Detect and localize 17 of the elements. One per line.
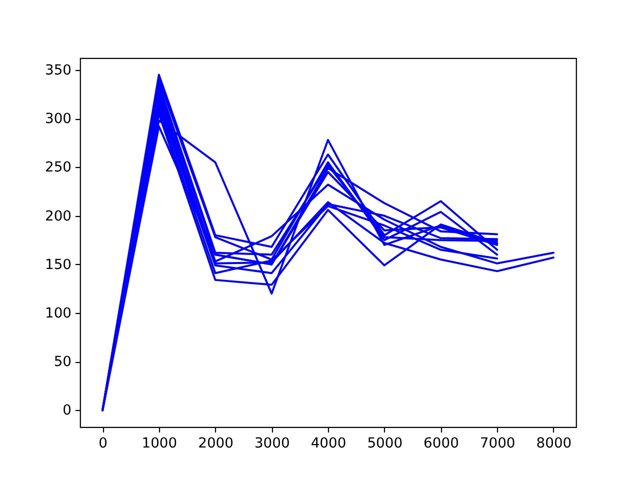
x-tick-label: 5000 — [367, 436, 403, 452]
y-tick-label: 300 — [44, 111, 72, 128]
y-tick-label: 50 — [54, 354, 72, 370]
x-tick-label: 8000 — [536, 436, 572, 452]
x-tick-label: 6000 — [424, 436, 459, 452]
y-tick-label: 0 — [62, 402, 72, 419]
x-tick-label: 3000 — [254, 436, 290, 452]
y-tick-label: 100 — [44, 305, 72, 322]
x-tick-label: 4000 — [310, 436, 346, 452]
x-tick-label: 1000 — [142, 436, 178, 452]
x-tick-label: 2000 — [198, 436, 234, 452]
y-tick-label: 350 — [44, 62, 72, 78]
x-tick-label: 0 — [98, 436, 108, 452]
y-tick-label: 150 — [44, 256, 72, 273]
x-tick-label: 7000 — [480, 436, 516, 452]
y-tick-label: 250 — [44, 160, 72, 176]
y-tick-label: 200 — [44, 208, 72, 224]
